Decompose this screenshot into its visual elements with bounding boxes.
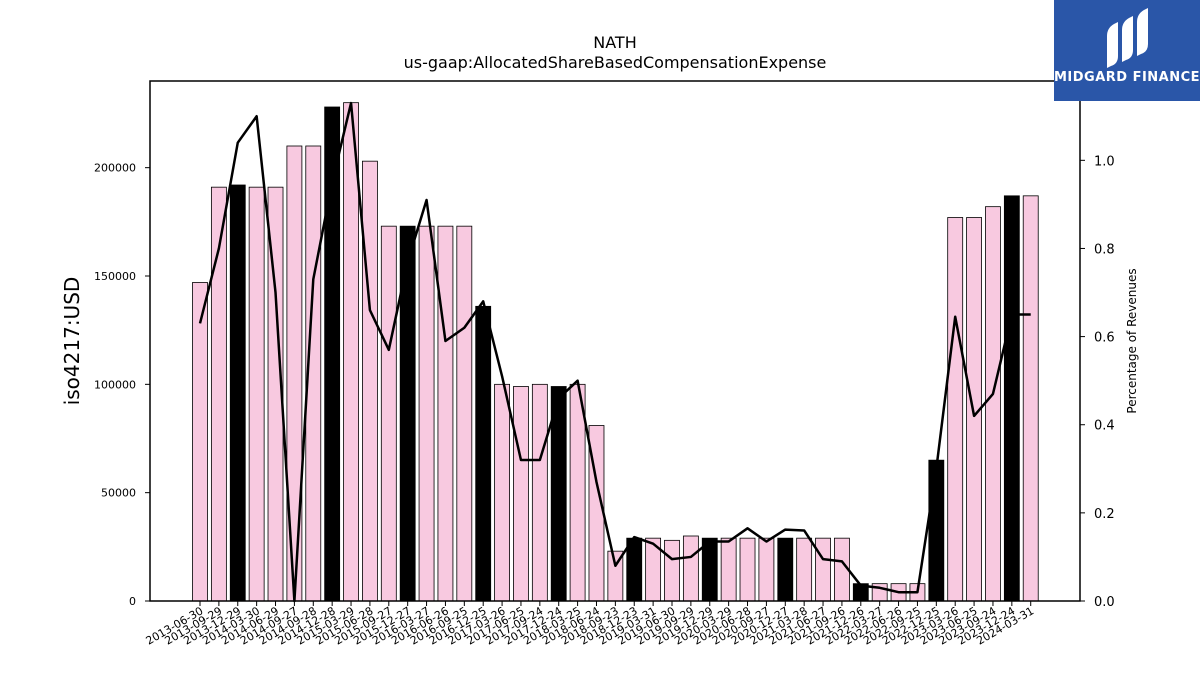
y-tick-label: 50000: [101, 487, 136, 500]
y2-tick-label: 1.0: [1094, 154, 1115, 169]
y2-axis-label: Percentage of Revenues: [1125, 268, 1139, 413]
y-tick-label: 150000: [94, 270, 136, 283]
bar-2020-06-28: [739, 537, 756, 602]
bar-2013-12-29: [229, 184, 246, 602]
bar-2015-03-29: [343, 102, 359, 602]
bar-2020-03-29: [720, 537, 737, 602]
bar-2019-09-29: [682, 535, 699, 602]
y-axis-right: 0.0 0.2 0.4 0.6 0.8 1.0: [1080, 154, 1115, 610]
bar-2016-06-26: [437, 225, 454, 602]
bar-2015-09-27: [380, 225, 397, 602]
line-series: [198, 101, 1031, 603]
bar-2019-06-30: [664, 539, 680, 602]
y-tick-label: 0: [129, 595, 136, 608]
bar-2017-03-26: [494, 383, 510, 602]
chart-subtitle: us-gaap:AllocatedShareBasedCompensationE…: [404, 53, 827, 72]
x-axis: 2013-06-302013-09-292013-12-292014-03-30…: [144, 601, 1036, 648]
y2-tick-label: 0.8: [1094, 242, 1115, 257]
bar-2017-09-24: [531, 383, 548, 602]
logo-mark-icon: [1107, 8, 1148, 68]
bar-2024-03-31: [1022, 195, 1039, 602]
brand-name: MIDGARD FINANCE: [1054, 70, 1200, 85]
bar-2015-06-28: [362, 160, 378, 602]
bar-2023-12-24: [1003, 195, 1020, 602]
bar-2018-03-25: [569, 383, 586, 602]
brand-logo: MIDGARD FINANCE: [1054, 0, 1200, 101]
bar-2021-06-27: [815, 537, 831, 602]
y2-tick-label: 0.2: [1094, 507, 1115, 522]
bar-2016-09-25: [456, 225, 473, 602]
bar-2020-09-27: [758, 537, 775, 602]
bar-2016-12-25: [475, 305, 492, 602]
bar-2023-03-26: [947, 217, 964, 602]
chart-title: NATH: [593, 33, 636, 52]
bar-2021-03-28: [796, 537, 813, 602]
y-tick-label: 200000: [94, 162, 136, 175]
bar-2022-12-25: [928, 459, 945, 602]
y-axis-label: iso4217:USD: [60, 277, 84, 406]
y2-tick-label: 0.0: [1094, 595, 1115, 610]
y-axis-left: 0 50000 100000 150000 200000: [94, 162, 150, 608]
bar-2017-06-25: [513, 386, 529, 602]
y-tick-label: 100000: [94, 378, 136, 391]
y2-tick-label: 0.4: [1094, 419, 1115, 434]
bar-2018-12-23: [626, 537, 643, 602]
bar-2016-03-27: [418, 225, 435, 602]
bar-2023-09-24: [985, 206, 1001, 602]
revenue-percentage-line: [198, 101, 1031, 603]
bar-2020-12-27: [777, 537, 794, 602]
bar-2013-06-30: [192, 282, 208, 602]
bar-series: [192, 102, 1039, 602]
bar-2019-12-29: [701, 537, 718, 602]
bar-2014-03-30: [248, 186, 265, 602]
y2-tick-label: 0.6: [1094, 331, 1115, 346]
